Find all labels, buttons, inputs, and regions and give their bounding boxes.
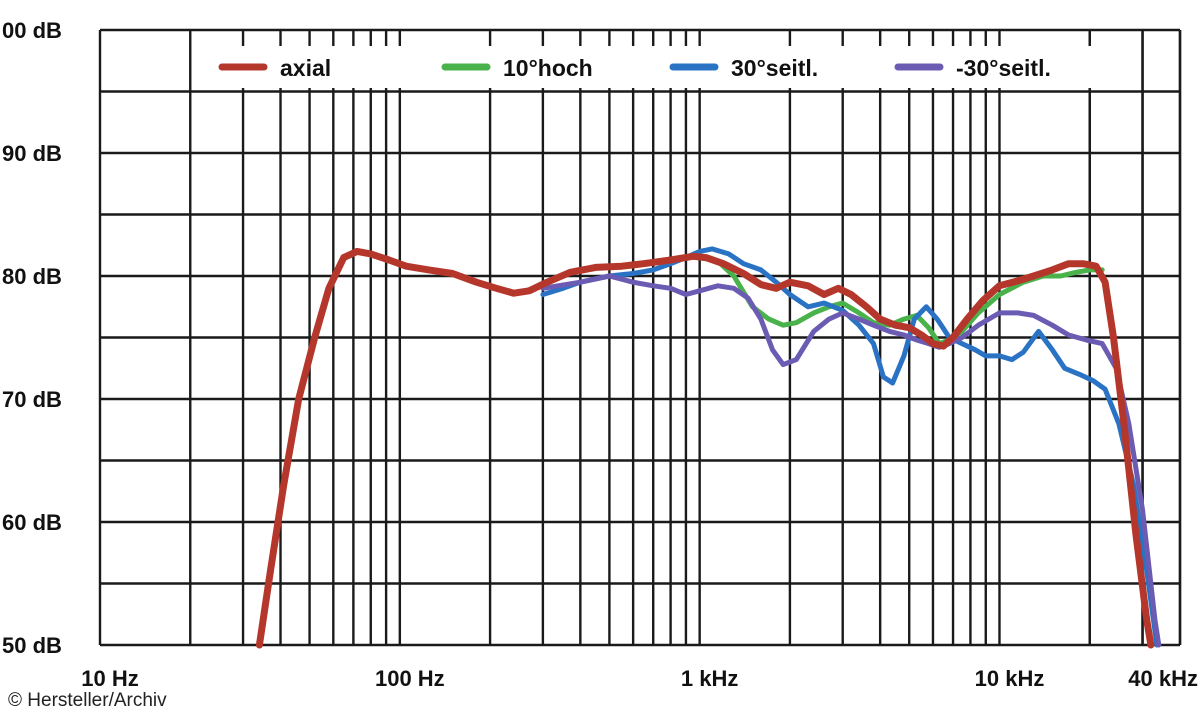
legend-label-seitl: 30°seitl. — [731, 55, 818, 81]
legend-label-minus_seitl: -30°seitl. — [956, 55, 1051, 81]
credit-text: © Hersteller/Archiv — [8, 690, 167, 711]
x-tick-label: 40 kHz — [1128, 666, 1198, 691]
legend-label-axial: axial — [280, 55, 331, 81]
x-axis-ticks: 10 Hz 100 Hz 1 kHz 10 kHz 40 kHz — [81, 666, 1198, 691]
series-layer — [255, 246, 1162, 649]
y-tick-label: 80 dB — [2, 264, 62, 289]
y-tick-label: 50 dB — [2, 633, 62, 658]
legend: axial 10°hoch 30°seitl. -30°seitl. — [205, 46, 1100, 88]
y-tick-label: 90 dB — [2, 141, 62, 166]
x-tick-label: 10 kHz — [975, 666, 1045, 691]
x-tick-label: 1 kHz — [681, 666, 738, 691]
grid — [98, 28, 1182, 647]
y-tick-label: 60 dB — [2, 510, 62, 535]
y-tick-label: 00 dB — [2, 18, 62, 43]
legend-label-hoch: 10°hoch — [503, 55, 593, 81]
y-tick-label: 70 dB — [2, 387, 62, 412]
x-tick-label: 100 Hz — [375, 666, 445, 691]
legend-background — [205, 46, 1100, 88]
x-tick-label: 10 Hz — [81, 666, 138, 691]
y-axis-ticks: 00 dB 90 dB 80 dB 70 dB 60 dB 50 dB — [2, 18, 62, 658]
series-line-minus_seitl — [540, 273, 1162, 648]
series-line-axial — [255, 247, 1155, 649]
